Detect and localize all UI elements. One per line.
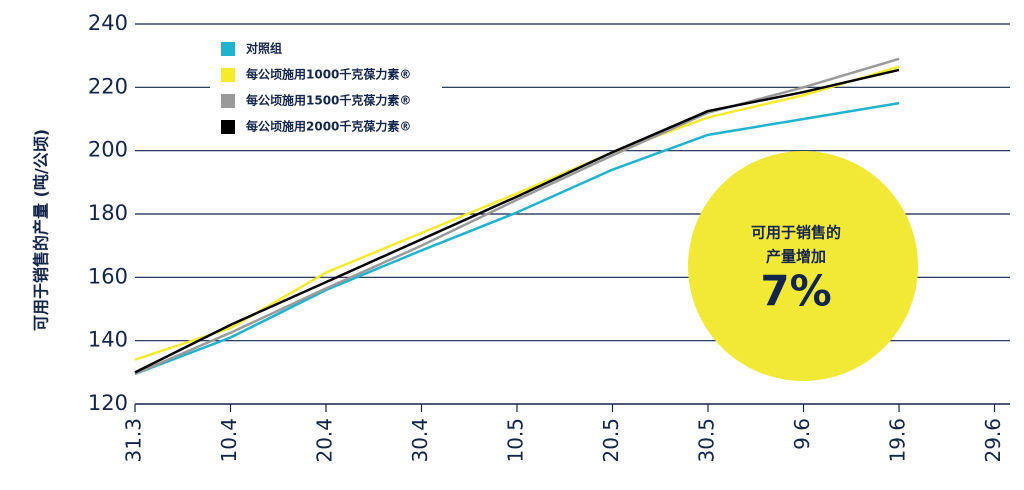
series-line bbox=[134, 68, 900, 374]
series-line bbox=[134, 101, 900, 376]
x-tick-label: 30.5 bbox=[695, 418, 719, 463]
y-tick-label: 200 bbox=[88, 138, 128, 162]
x-tick-label: 30.4 bbox=[408, 418, 432, 463]
legend-swatch bbox=[221, 68, 235, 82]
legend-label: 每公顷施用1500千克葆力素® bbox=[246, 93, 411, 108]
y-tick-label: 240 bbox=[88, 11, 128, 35]
x-tick-label: 19.6 bbox=[886, 418, 910, 463]
annotation-text: 产量增加 bbox=[766, 248, 826, 266]
series-line bbox=[134, 57, 900, 376]
y-tick-label: 220 bbox=[88, 74, 128, 98]
annotation-circle bbox=[688, 151, 918, 381]
y-tick-label: 140 bbox=[88, 328, 128, 352]
y-axis-title: 可用于销售的产量 (吨/公顷) bbox=[32, 129, 51, 331]
y-tick-label: 180 bbox=[88, 201, 128, 225]
legend-swatch bbox=[221, 42, 235, 56]
legend-label: 对照组 bbox=[246, 41, 282, 56]
annotation-text: 可用于销售的 bbox=[751, 224, 841, 242]
x-tick-label: 31.3 bbox=[122, 418, 146, 463]
legend-label: 每公顷施用1000千克葆力素® bbox=[246, 67, 411, 82]
annotation-value: 7% bbox=[760, 267, 831, 316]
x-tick-label: 20.4 bbox=[313, 418, 337, 463]
legend-label: 每公顷施用2000千克葆力素® bbox=[246, 119, 411, 134]
x-tick-label: 10.4 bbox=[217, 418, 241, 463]
legend-swatch bbox=[221, 94, 235, 108]
x-tick-label: 9.6 bbox=[790, 418, 814, 450]
legend-swatch bbox=[221, 120, 235, 134]
x-tick-label: 20.5 bbox=[599, 418, 623, 463]
y-tick-label: 160 bbox=[88, 264, 128, 288]
x-tick-label: 29.6 bbox=[981, 418, 1005, 463]
legend-box bbox=[210, 36, 442, 144]
y-tick-label: 120 bbox=[88, 391, 128, 415]
x-tick-label: 10.5 bbox=[504, 418, 528, 463]
